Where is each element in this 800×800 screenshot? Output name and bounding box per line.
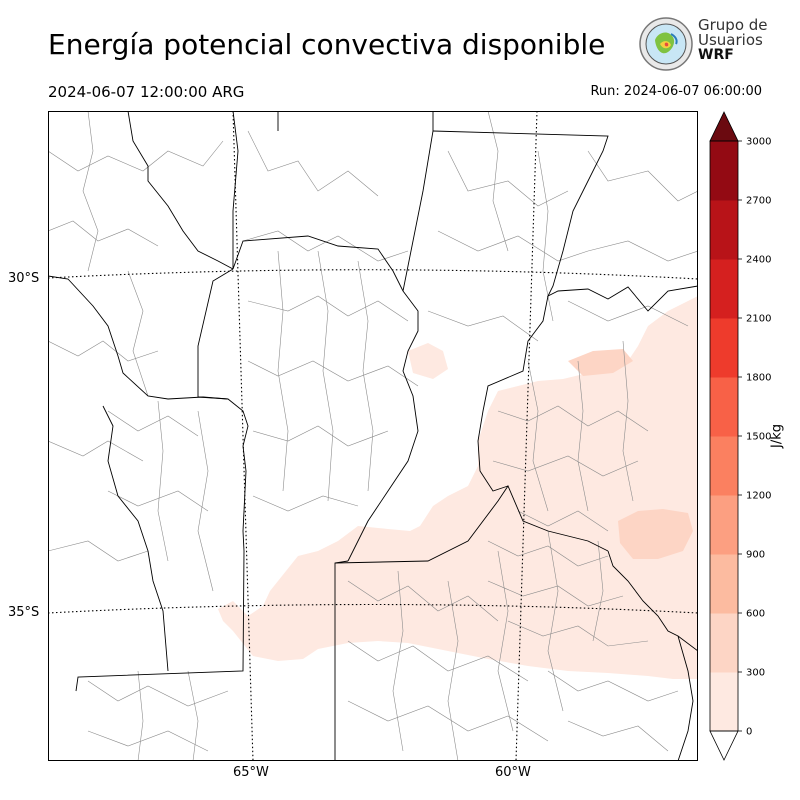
- colorbar-tick-label: 2700: [746, 196, 771, 207]
- meridian-60w: [515, 111, 538, 761]
- colorbar-segment: [710, 200, 738, 260]
- cape-area-300-600: [618, 509, 693, 559]
- colorbar-segment: [710, 259, 738, 319]
- colorbar-tick-label: 1500: [746, 432, 771, 443]
- globe-logo-icon: [639, 17, 693, 71]
- map-panel: [48, 111, 698, 761]
- lon-label-65w: 65°W: [233, 765, 269, 780]
- wrf-group-logo: Grupo de Usuarios WRF: [638, 16, 768, 72]
- cape-area-0-300: [408, 343, 448, 379]
- colorbar-segment: [710, 613, 738, 673]
- colorbar-extend-max: [709, 111, 739, 142]
- cape-shading: [218, 296, 698, 679]
- colorbar-segment: [710, 377, 738, 437]
- colorbar-segment: [710, 554, 738, 614]
- logo-line-1: Grupo de: [698, 16, 768, 34]
- valid-time: 2024-06-07 12:00:00 ARG: [48, 83, 245, 101]
- colorbar-tick-label: 0: [746, 727, 752, 738]
- colorbar-label: J/kg: [769, 424, 785, 448]
- lat-label-30s: 30°S: [8, 271, 40, 286]
- lat-label-35s: 35°S: [8, 605, 40, 620]
- cape-area-300-600: [568, 349, 633, 376]
- colorbar: 0 300 600 900 1200 1500 1800 2100 2400 2700 3000: [709, 111, 771, 761]
- lon-label-60w: 60°W: [495, 765, 531, 780]
- run-time: Run: 2024-06-07 06:00:00: [590, 84, 762, 99]
- colorbar-tick-label: 2100: [746, 314, 771, 325]
- colorbar-tick-label: 1200: [746, 491, 771, 502]
- colorbar-tick-label: 600: [746, 609, 765, 620]
- parallel-30s: [48, 269, 698, 280]
- cape-area-0-300: [218, 296, 698, 679]
- colorbar-segment: [710, 141, 738, 201]
- logo-line-2: Usuarios: [698, 31, 763, 49]
- province-boundaries: [48, 111, 698, 761]
- chart-title: Energía potencial convectiva disponible: [48, 28, 606, 61]
- colorbar-tick-label: 300: [746, 668, 765, 679]
- graticule: [48, 111, 698, 761]
- colorbar-extend-min: [709, 730, 739, 761]
- colorbar-segment: [710, 672, 738, 732]
- colorbar-tick-label: 3000: [746, 137, 771, 148]
- colorbar-segment: [710, 495, 738, 555]
- colorbar-tick-label: 1800: [746, 373, 771, 384]
- meridian-65w: [232, 111, 254, 761]
- department-boundaries: [48, 111, 698, 761]
- colorbar-tick-label: 2400: [746, 255, 771, 266]
- colorbar-segment: [710, 436, 738, 496]
- colorbar-tick-label: 900: [746, 550, 765, 561]
- parallel-35s: [48, 603, 698, 614]
- logo-line-3: WRF: [698, 47, 734, 63]
- colorbar-segment: [710, 318, 738, 378]
